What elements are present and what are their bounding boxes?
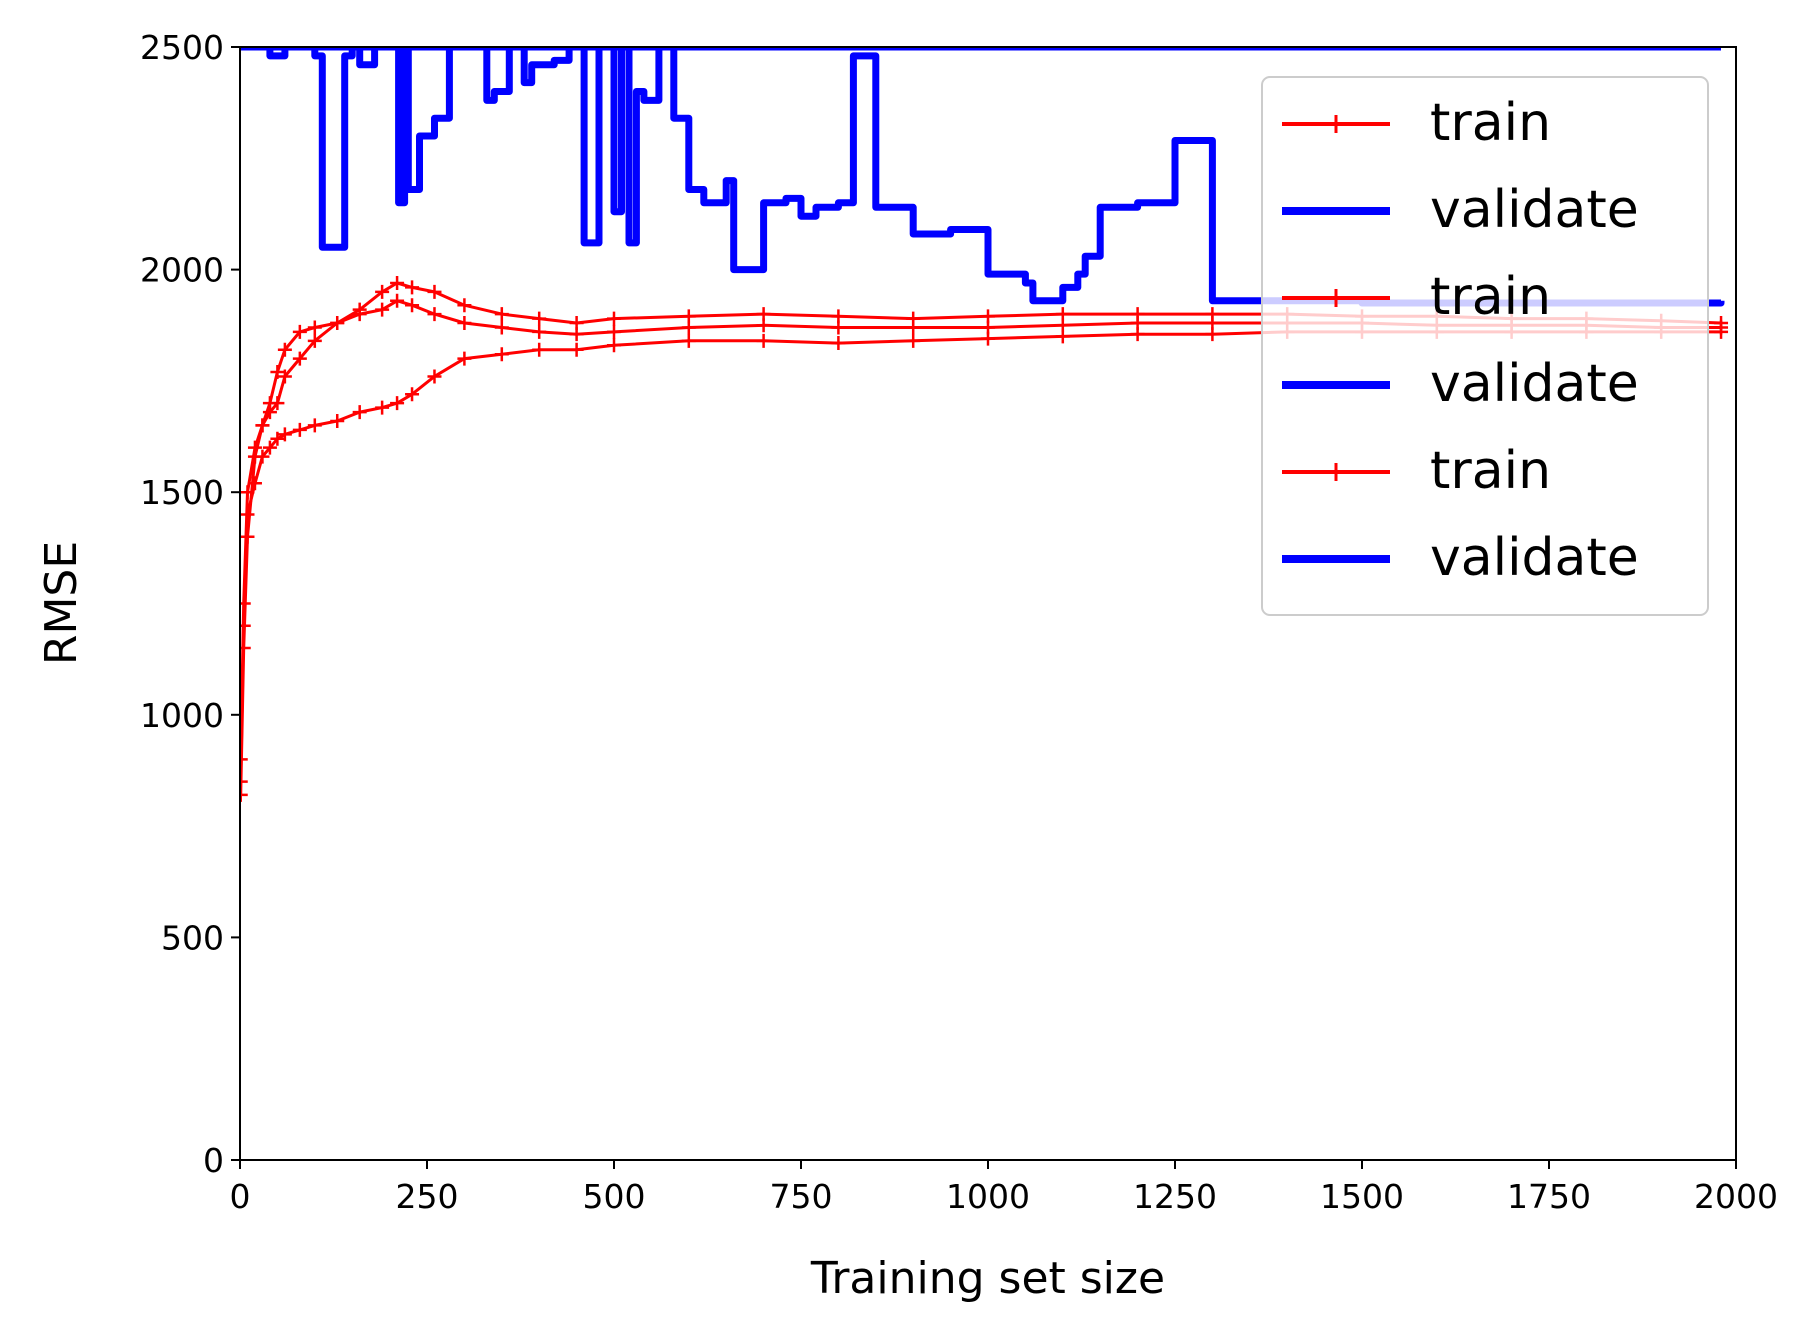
train-point-marker xyxy=(247,476,262,491)
train-point-marker xyxy=(427,369,442,384)
train-point-marker xyxy=(405,298,420,313)
train-point-marker xyxy=(405,280,420,295)
y-tick-label: 0 xyxy=(203,1141,224,1180)
y-axis-label: RMSE xyxy=(36,541,87,665)
train-point-marker xyxy=(307,418,322,433)
train-point-marker xyxy=(607,338,621,353)
train-point-marker xyxy=(756,318,771,333)
legend: train validate train validate train validate xyxy=(1261,76,1709,616)
train-point-marker xyxy=(247,440,262,455)
train-point-marker xyxy=(607,311,621,326)
y-tick-label: 2000 xyxy=(140,251,224,290)
train-point-marker xyxy=(1205,327,1220,342)
train-point-marker xyxy=(405,387,420,402)
legend-label: validate xyxy=(1430,354,1639,414)
train-point-marker xyxy=(262,440,277,455)
train-point-marker xyxy=(375,400,390,415)
train-point-marker xyxy=(277,369,292,384)
train-point-marker xyxy=(457,316,472,331)
x-tick-label: 750 xyxy=(770,1177,833,1216)
train-point-marker xyxy=(831,336,846,351)
legend-label: validate xyxy=(1430,180,1639,240)
x-tick-label: 250 xyxy=(396,1177,459,1216)
x-tick-label: 500 xyxy=(583,1177,646,1216)
train-point-marker xyxy=(681,320,696,335)
train-point-marker xyxy=(569,327,584,342)
y-tick-label: 1500 xyxy=(140,473,224,512)
train-point-marker xyxy=(240,507,255,522)
x-axis: 0 250 500 750 1000 1250 1500 1750 2000 xyxy=(230,1160,1778,1216)
train-point-marker xyxy=(292,324,307,339)
x-tick-label: 2000 xyxy=(1694,1177,1778,1216)
train-point-marker xyxy=(457,351,472,366)
train-point-marker xyxy=(981,331,995,346)
x-axis-label: Training set size xyxy=(810,1253,1165,1304)
train-point-marker xyxy=(292,351,307,366)
train-point-marker xyxy=(1714,324,1729,339)
train-point-marker xyxy=(270,431,285,446)
train-point-marker xyxy=(375,302,390,317)
x-tick-label: 1750 xyxy=(1507,1177,1591,1216)
legend-label: train xyxy=(1430,441,1551,501)
y-axis: 0 500 1000 1500 2000 2500 xyxy=(140,28,240,1180)
train-point-marker xyxy=(352,405,367,420)
train-point-marker xyxy=(494,320,509,335)
train-point-marker xyxy=(307,320,322,335)
train-point-marker xyxy=(330,316,345,331)
y-tick-label: 1000 xyxy=(140,696,224,735)
train-point-marker xyxy=(607,324,621,339)
train-point-marker xyxy=(906,333,921,348)
train-point-marker xyxy=(330,413,345,428)
train-point-marker xyxy=(494,347,509,362)
train-point-marker xyxy=(352,307,367,322)
train-point-marker xyxy=(390,396,405,411)
train-point-marker xyxy=(569,342,584,357)
x-tick-label: 1000 xyxy=(946,1177,1030,1216)
train-point-marker xyxy=(240,618,251,633)
train-point-marker xyxy=(292,422,307,437)
legend-label: train xyxy=(1430,93,1551,153)
train-point-marker xyxy=(277,342,292,357)
train-point-marker xyxy=(262,405,277,420)
train-point-marker xyxy=(1055,329,1070,344)
train-point-marker xyxy=(255,449,270,464)
train-point-marker xyxy=(756,333,771,348)
legend-label: train xyxy=(1430,267,1551,327)
train-point-marker xyxy=(390,293,405,308)
train-point-marker xyxy=(906,320,921,335)
train-point-marker xyxy=(255,418,270,433)
train-point-marker xyxy=(375,284,390,299)
train-point-marker xyxy=(390,275,405,290)
y-tick-label: 500 xyxy=(161,918,224,957)
train-point-marker xyxy=(270,364,285,379)
legend-label: validate xyxy=(1430,528,1639,588)
train-point-marker xyxy=(457,298,472,313)
y-tick-label: 2500 xyxy=(140,28,224,67)
train-point-marker xyxy=(532,324,547,339)
train-point-marker xyxy=(427,307,442,322)
x-tick-label: 0 xyxy=(230,1177,251,1216)
validate-series-line-1 xyxy=(240,47,1725,307)
train-point-marker xyxy=(532,311,547,326)
train-point-marker xyxy=(831,320,846,335)
train-point-marker xyxy=(270,396,285,411)
train-point-marker xyxy=(532,342,547,357)
train-point-marker xyxy=(427,284,442,299)
x-tick-label: 1250 xyxy=(1133,1177,1217,1216)
train-point-marker xyxy=(277,427,292,442)
train-point-marker xyxy=(681,333,696,348)
train-point-marker xyxy=(307,333,322,348)
train-point-marker xyxy=(494,307,509,322)
train-point-marker xyxy=(1130,327,1145,342)
x-tick-label: 1500 xyxy=(1320,1177,1404,1216)
